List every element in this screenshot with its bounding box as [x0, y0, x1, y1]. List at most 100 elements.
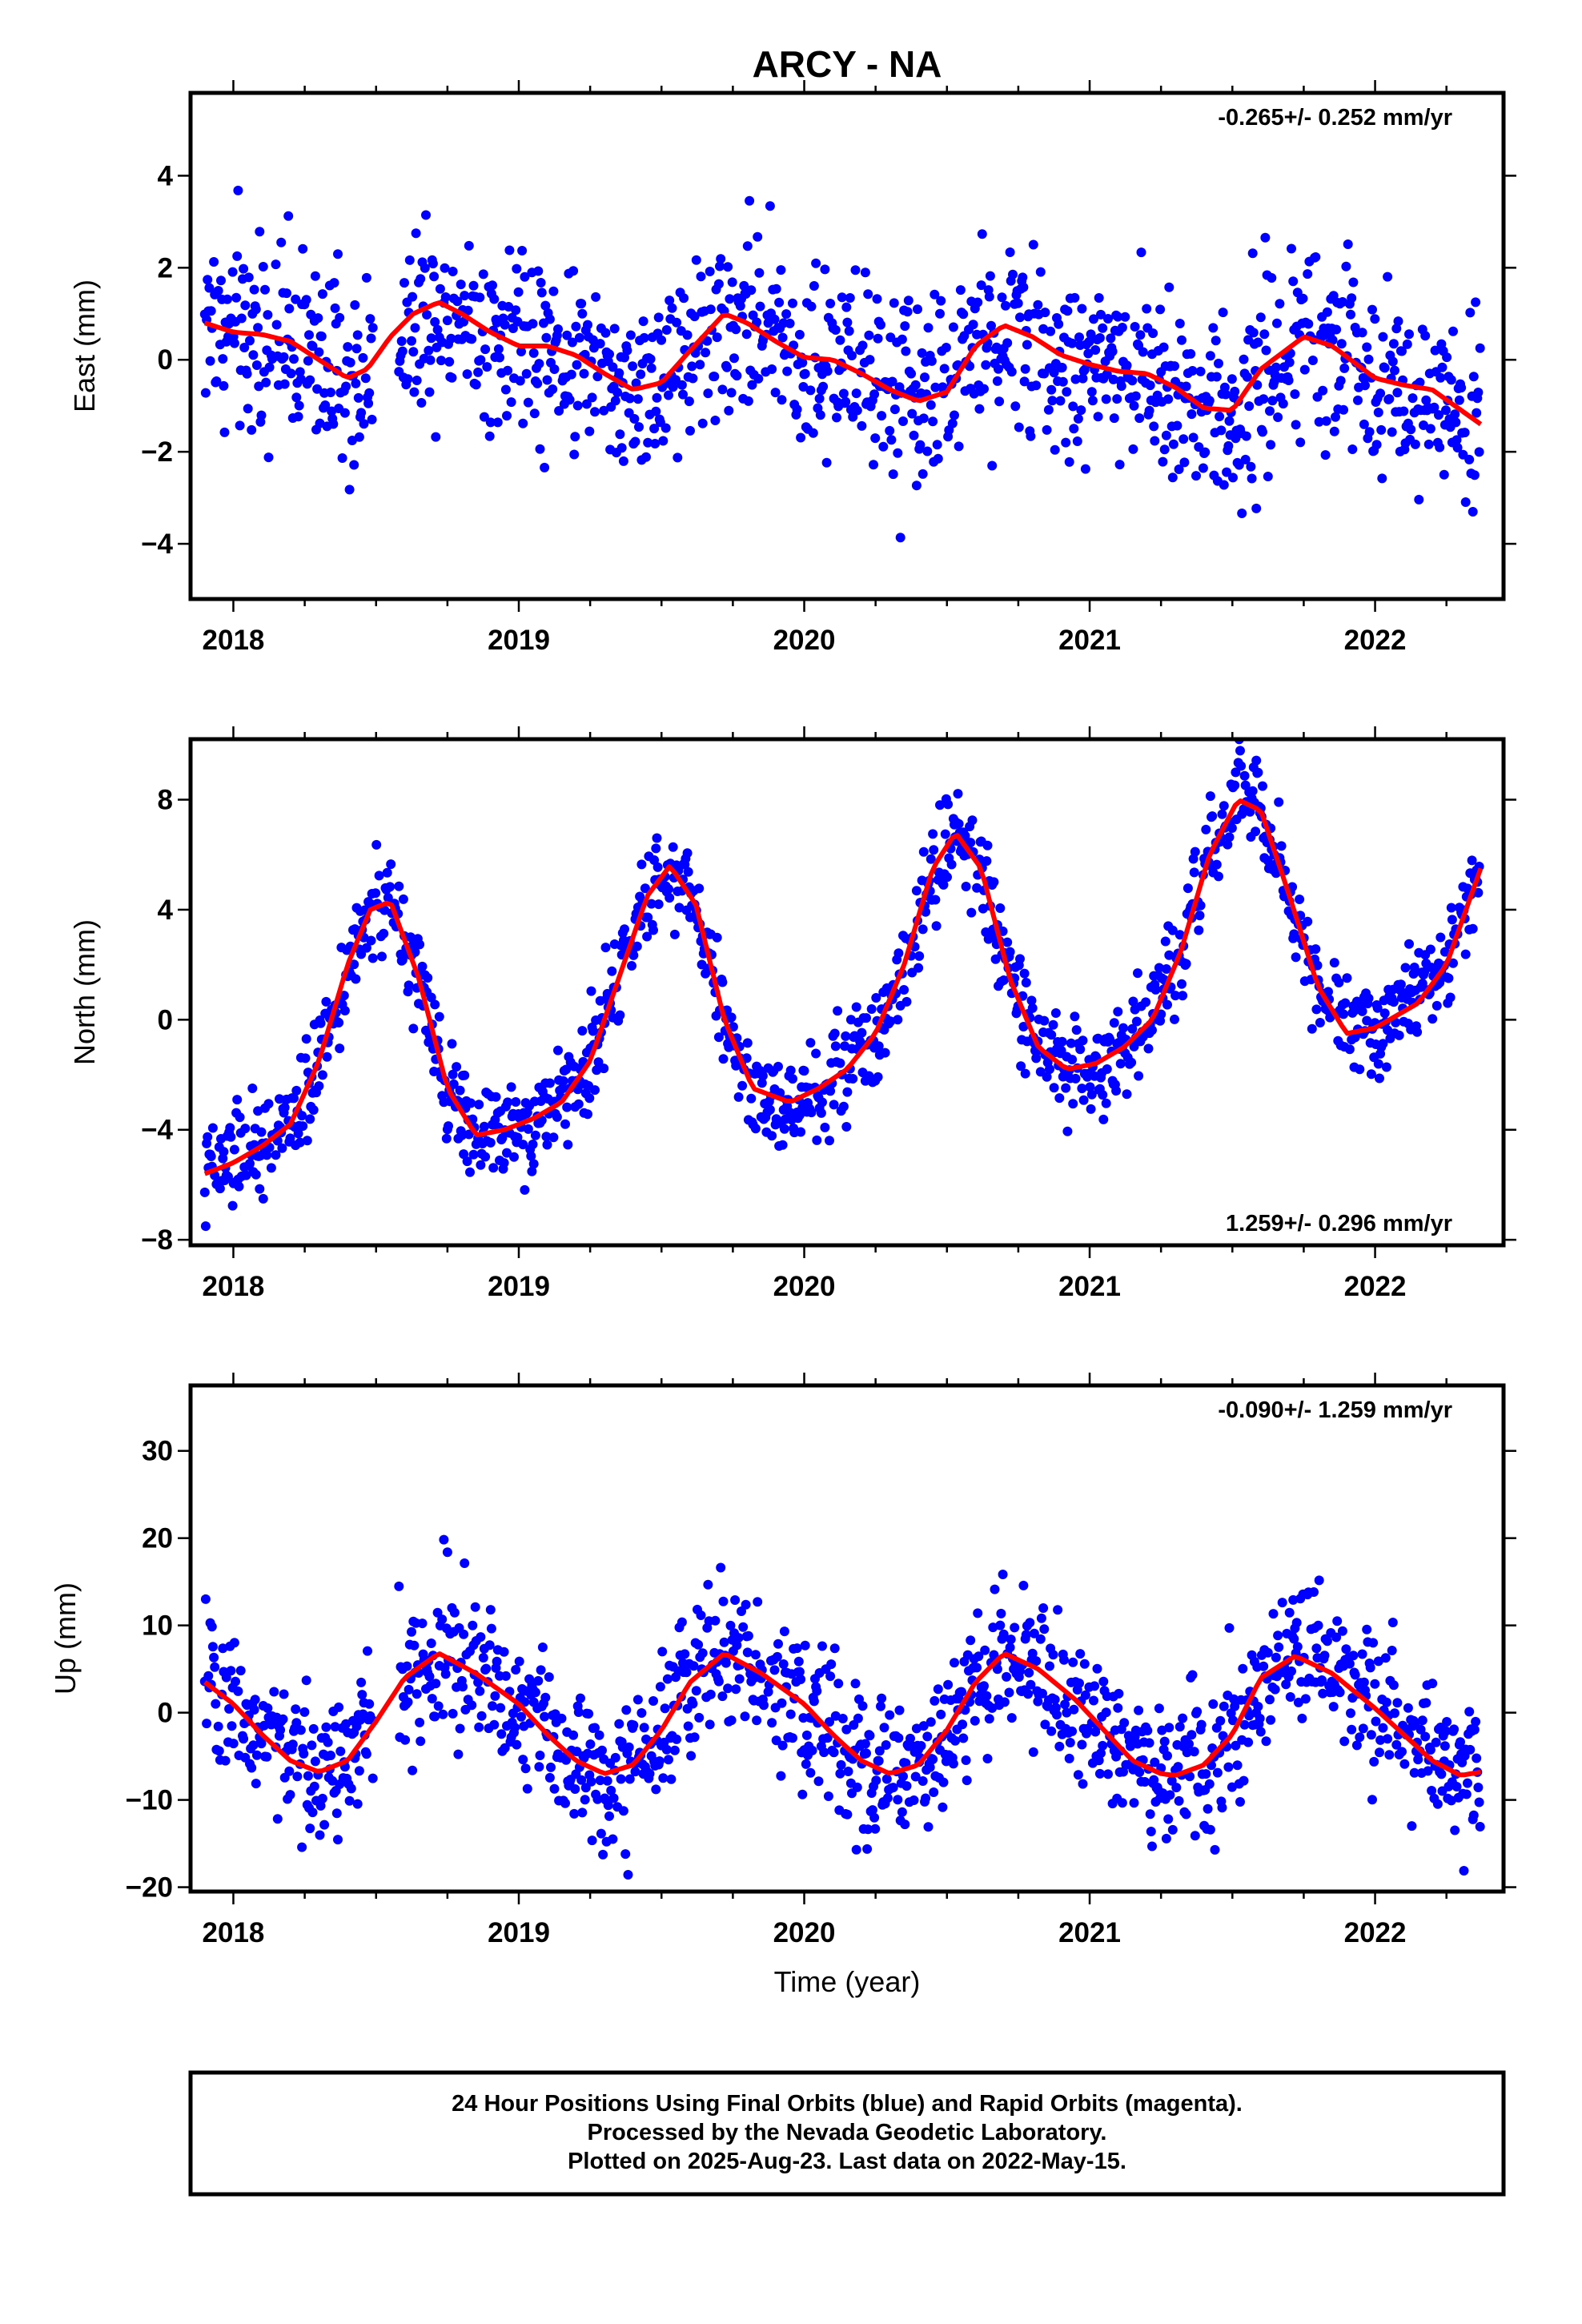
- east-point: [835, 335, 845, 345]
- east-point: [1473, 388, 1484, 397]
- east-point: [222, 294, 232, 304]
- up-point: [560, 1798, 570, 1808]
- east-point: [788, 298, 797, 308]
- north-point: [966, 838, 976, 848]
- north-point: [628, 950, 639, 960]
- north-point: [829, 1100, 839, 1110]
- east-point: [595, 339, 605, 349]
- east-point: [1067, 338, 1078, 348]
- north-point: [503, 1097, 513, 1108]
- north-point: [1098, 1090, 1108, 1100]
- north-xtick-label: 2019: [488, 1271, 550, 1302]
- north-point: [1355, 1064, 1365, 1075]
- east-point: [1174, 319, 1185, 328]
- east-point: [279, 379, 290, 389]
- up-point: [1335, 1687, 1345, 1698]
- east-point: [1391, 324, 1402, 334]
- east-point: [1179, 457, 1190, 468]
- up-point: [731, 1684, 741, 1695]
- up-point: [1284, 1607, 1295, 1618]
- up-point: [1439, 1741, 1450, 1751]
- north-point: [866, 1004, 877, 1014]
- east-point: [314, 347, 324, 357]
- north-point: [1227, 823, 1237, 833]
- up-point: [485, 1605, 496, 1615]
- east-point: [822, 366, 833, 376]
- east-point: [1348, 277, 1359, 287]
- east-point: [1415, 377, 1425, 388]
- north-point: [1439, 947, 1450, 957]
- east-point: [502, 411, 512, 421]
- east-point: [1230, 386, 1240, 396]
- east-xtick-label: 2020: [773, 625, 836, 656]
- up-point: [407, 1626, 416, 1637]
- east-point: [504, 302, 514, 312]
- up-point: [478, 1653, 488, 1663]
- up-point: [1235, 1797, 1245, 1807]
- north-point: [452, 1062, 462, 1072]
- east-point: [1109, 413, 1119, 424]
- east-point: [636, 369, 646, 380]
- north-point: [1247, 786, 1258, 796]
- east-point: [440, 292, 451, 302]
- north-point: [542, 1140, 552, 1150]
- north-point: [1412, 1027, 1423, 1037]
- east-point: [1117, 323, 1127, 332]
- east-point: [895, 533, 905, 543]
- east-point: [1451, 417, 1461, 428]
- north-point: [627, 961, 636, 971]
- north-point: [530, 1130, 540, 1140]
- north-point: [1178, 991, 1188, 1001]
- east-point: [887, 376, 897, 387]
- north-point: [926, 854, 936, 864]
- up-point: [1223, 1762, 1234, 1772]
- up-point: [1317, 1675, 1327, 1685]
- north-point: [1021, 978, 1031, 987]
- up-point: [1006, 1713, 1017, 1723]
- north-point: [830, 1041, 841, 1051]
- east-point: [492, 417, 503, 428]
- east-point: [841, 302, 852, 312]
- east-point: [665, 296, 675, 306]
- east-point: [632, 394, 643, 404]
- east-point: [1055, 396, 1066, 406]
- up-point: [837, 1714, 848, 1723]
- up-point: [1204, 1779, 1215, 1789]
- up-point: [1297, 1713, 1307, 1723]
- east-point: [1224, 416, 1235, 426]
- east-point: [1275, 299, 1285, 309]
- north-point: [527, 1166, 537, 1176]
- north-point: [1274, 797, 1284, 807]
- up-point: [1259, 1661, 1269, 1671]
- east-point: [1127, 376, 1138, 386]
- up-point: [752, 1715, 762, 1726]
- up-point: [335, 1746, 346, 1756]
- north-point: [1070, 1011, 1080, 1022]
- east-point: [276, 237, 287, 247]
- north-point: [648, 925, 658, 935]
- north-point: [1388, 997, 1399, 1007]
- east-point: [1331, 412, 1340, 422]
- north-point: [726, 1012, 737, 1023]
- east-point: [411, 228, 421, 239]
- up-point: [590, 1723, 600, 1733]
- up-point: [1048, 1650, 1058, 1660]
- up-point: [533, 1675, 544, 1686]
- east-point: [1303, 319, 1314, 329]
- up-point: [882, 1793, 893, 1803]
- east-point: [1083, 348, 1094, 359]
- east-point: [248, 350, 259, 360]
- up-point: [291, 1718, 302, 1728]
- north-point: [584, 1093, 595, 1104]
- up-ytick-label: −10: [126, 1785, 173, 1816]
- east-point: [219, 427, 230, 437]
- east-point: [1010, 401, 1021, 412]
- up-point: [1228, 1715, 1238, 1726]
- east-point: [732, 371, 742, 381]
- east-point: [1020, 364, 1030, 374]
- north-point: [410, 947, 420, 957]
- up-point: [717, 1691, 728, 1702]
- up-point: [207, 1622, 217, 1632]
- east-point: [295, 367, 305, 377]
- east-point: [794, 329, 805, 340]
